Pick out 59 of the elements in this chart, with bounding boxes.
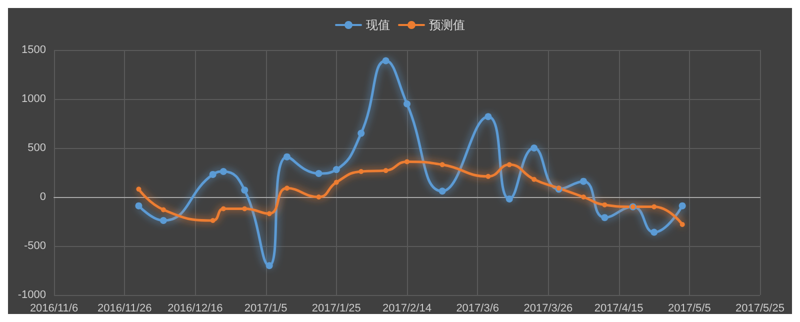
point: [678, 202, 686, 210]
y-tick-label: 1000: [22, 93, 46, 105]
point: [316, 194, 322, 200]
x-tick-label: 2017/5/25: [736, 302, 784, 314]
point: [358, 130, 365, 137]
point: [382, 57, 390, 64]
y-tick-label: -500: [24, 240, 46, 252]
x-tick-label: 2017/1/25: [312, 302, 361, 314]
point: [332, 166, 340, 174]
point: [652, 204, 657, 210]
x-tick-label: 2017/2/14: [382, 302, 432, 314]
point: [580, 178, 587, 185]
point: [284, 186, 290, 191]
x-tick-label: 2017/3/6: [456, 302, 500, 314]
point: [283, 153, 290, 160]
point: [266, 262, 273, 270]
legend-label: 现值: [366, 18, 390, 32]
point: [532, 176, 537, 182]
point: [440, 162, 445, 168]
point: [506, 162, 512, 168]
point: [210, 218, 216, 224]
point: [680, 222, 685, 227]
point: [383, 168, 388, 174]
point: [404, 159, 410, 164]
y-tick-label: 0: [40, 191, 46, 203]
y-tick-label: 500: [28, 142, 46, 154]
point: [602, 202, 608, 208]
point: [209, 170, 216, 178]
point: [404, 100, 410, 108]
point: [136, 186, 142, 192]
point: [438, 188, 446, 195]
point: [220, 206, 226, 212]
x-tick-label: 2017/5/5: [668, 302, 711, 314]
point: [506, 195, 513, 202]
point: [358, 169, 364, 174]
point: [160, 207, 166, 212]
x-tick-label: 2016/11/26: [97, 302, 152, 314]
point: [135, 202, 142, 210]
point: [530, 144, 538, 152]
x-tick-label: 2016/12/16: [168, 302, 223, 314]
point: [334, 180, 339, 185]
point: [650, 228, 658, 236]
x-tick-label: 2017/3/26: [524, 302, 573, 314]
legend-label: 预测值: [429, 18, 465, 32]
point: [220, 168, 227, 176]
point: [486, 174, 491, 179]
y-tick-label: -1000: [18, 289, 46, 301]
point: [601, 214, 608, 222]
x-tick-label: 2017/1/5: [244, 302, 288, 314]
x-tick-label: 2017/4/15: [594, 302, 644, 314]
x-tick-label: 2016/11/6: [30, 302, 78, 314]
y-tick-label: 1500: [22, 44, 46, 56]
point: [266, 211, 272, 216]
point: [581, 194, 586, 200]
point: [484, 113, 492, 120]
point: [315, 170, 322, 177]
point: [241, 186, 248, 194]
point: [242, 206, 248, 212]
point: [160, 217, 167, 224]
